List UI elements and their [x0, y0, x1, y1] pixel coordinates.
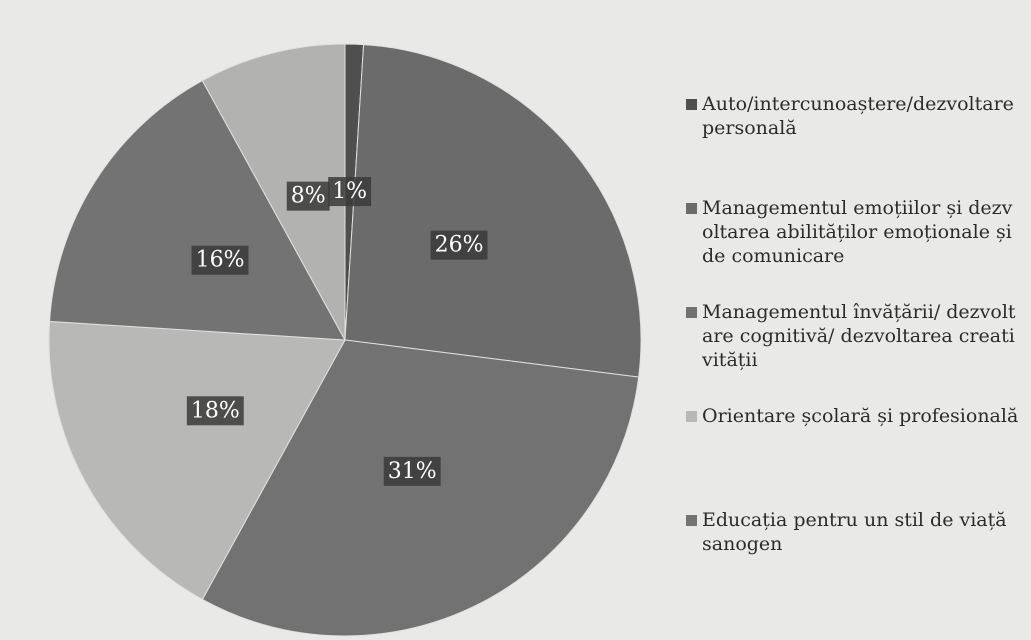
legend-item: Orientare școlară și profesională [686, 404, 1021, 508]
pie-slice [49, 79, 346, 341]
legend-item: Auto/intercunoaștere/dezvoltare personal… [686, 92, 1021, 196]
value-label-bg [191, 245, 249, 275]
value-label: 31% [388, 459, 437, 484]
legend-swatch [686, 515, 697, 526]
value-label-bg [383, 456, 441, 486]
legend-item: Managementul învățării/ dezvoltare cogni… [686, 300, 1021, 404]
legend-swatch [686, 307, 697, 318]
value-label: 8% [291, 184, 326, 209]
legend-swatch [686, 411, 697, 422]
value-label: 18% [191, 398, 240, 423]
value-label: 1% [332, 179, 367, 204]
value-label-bg [286, 181, 330, 211]
legend-item: Educația pentru un stil de viață sanogen [686, 508, 1021, 612]
value-label: 16% [196, 248, 245, 273]
value-label-bg [430, 230, 488, 260]
pie-slice [201, 339, 640, 637]
pie-slice [201, 43, 346, 341]
legend-label: Educația pentru un stil de viață sanogen [702, 509, 1007, 555]
legend-swatch [686, 203, 697, 214]
pie-slice [344, 44, 642, 378]
legend-label: Orientare școlară și profesională [702, 405, 1019, 427]
legend-swatch [686, 99, 697, 110]
value-label: 26% [435, 233, 484, 258]
legend-label: Auto/intercunoaștere/dezvoltare personal… [702, 93, 1014, 139]
legend: Auto/intercunoaștere/dezvoltare personal… [686, 92, 1021, 612]
pie-slice [48, 320, 346, 601]
legend-label: Managementul emoțiilor și dezvoltarea ab… [702, 197, 1013, 267]
value-label-bg [186, 396, 244, 426]
value-label-bg [328, 177, 372, 207]
legend-item: Managementul emoțiilor și dezvoltarea ab… [686, 196, 1021, 300]
legend-label: Managementul învățării/ dezvoltare cogni… [702, 301, 1016, 371]
